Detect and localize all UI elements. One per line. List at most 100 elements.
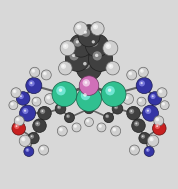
Circle shape: [91, 22, 104, 35]
Circle shape: [126, 97, 127, 98]
Circle shape: [43, 72, 47, 75]
Circle shape: [140, 69, 144, 73]
Circle shape: [140, 100, 141, 101]
Circle shape: [78, 25, 100, 47]
Circle shape: [153, 122, 166, 135]
Circle shape: [21, 137, 25, 141]
Circle shape: [138, 67, 148, 77]
Circle shape: [73, 38, 82, 47]
Circle shape: [140, 82, 143, 84]
Circle shape: [76, 24, 81, 29]
Circle shape: [17, 119, 18, 120]
Circle shape: [16, 92, 30, 105]
Circle shape: [39, 145, 49, 155]
Circle shape: [125, 95, 129, 99]
Circle shape: [32, 97, 41, 106]
Circle shape: [10, 102, 14, 106]
Circle shape: [26, 148, 29, 152]
Circle shape: [55, 103, 66, 114]
Circle shape: [16, 118, 20, 121]
Circle shape: [108, 88, 111, 92]
Circle shape: [162, 102, 165, 106]
Circle shape: [160, 90, 161, 92]
Circle shape: [63, 43, 68, 49]
Circle shape: [58, 106, 60, 108]
Circle shape: [20, 95, 22, 97]
Circle shape: [93, 24, 98, 29]
Circle shape: [47, 97, 49, 98]
Circle shape: [19, 135, 31, 146]
Circle shape: [57, 105, 61, 109]
Circle shape: [67, 115, 69, 117]
Circle shape: [14, 124, 19, 129]
Circle shape: [145, 108, 151, 114]
Circle shape: [88, 47, 113, 71]
Circle shape: [41, 70, 51, 80]
Circle shape: [77, 87, 101, 111]
Circle shape: [84, 104, 94, 114]
Circle shape: [93, 51, 102, 60]
Circle shape: [60, 129, 61, 130]
Circle shape: [123, 94, 134, 104]
Circle shape: [156, 119, 158, 120]
Circle shape: [28, 132, 39, 144]
Circle shape: [94, 26, 96, 27]
Circle shape: [97, 123, 106, 132]
Circle shape: [106, 61, 119, 75]
Circle shape: [81, 91, 90, 100]
Circle shape: [92, 40, 95, 43]
Circle shape: [36, 122, 38, 124]
Circle shape: [147, 135, 159, 146]
Circle shape: [72, 123, 81, 132]
Circle shape: [99, 125, 101, 127]
Circle shape: [108, 64, 113, 69]
Circle shape: [59, 128, 63, 132]
Circle shape: [139, 80, 145, 86]
Circle shape: [152, 95, 154, 97]
Circle shape: [9, 101, 18, 110]
Circle shape: [30, 82, 32, 84]
Circle shape: [22, 108, 28, 114]
Circle shape: [82, 29, 90, 37]
Circle shape: [154, 116, 164, 126]
Circle shape: [150, 138, 152, 140]
Circle shape: [11, 88, 21, 98]
Circle shape: [129, 145, 139, 155]
Circle shape: [31, 136, 32, 137]
Circle shape: [127, 70, 137, 80]
Circle shape: [66, 114, 70, 118]
Circle shape: [76, 40, 79, 43]
Circle shape: [38, 106, 51, 120]
Circle shape: [24, 146, 34, 156]
Circle shape: [85, 118, 93, 127]
Circle shape: [13, 89, 17, 93]
Circle shape: [134, 121, 139, 126]
Circle shape: [83, 93, 87, 97]
Circle shape: [101, 82, 126, 107]
Circle shape: [156, 125, 158, 127]
Circle shape: [69, 51, 79, 60]
Circle shape: [163, 103, 164, 104]
Circle shape: [26, 78, 42, 94]
Circle shape: [24, 109, 26, 112]
Circle shape: [141, 70, 142, 71]
Circle shape: [62, 65, 64, 67]
Circle shape: [41, 110, 43, 112]
Circle shape: [146, 148, 150, 152]
Circle shape: [105, 114, 109, 118]
Circle shape: [64, 113, 74, 123]
Circle shape: [144, 146, 154, 156]
Circle shape: [147, 149, 148, 151]
Circle shape: [131, 147, 135, 150]
Circle shape: [132, 119, 145, 132]
Circle shape: [112, 103, 123, 114]
Circle shape: [28, 80, 35, 86]
Circle shape: [19, 94, 24, 99]
Circle shape: [83, 62, 87, 66]
Circle shape: [135, 122, 137, 124]
Circle shape: [84, 31, 87, 34]
Circle shape: [105, 86, 115, 95]
Circle shape: [11, 103, 12, 104]
Circle shape: [46, 95, 50, 99]
Circle shape: [65, 47, 90, 71]
